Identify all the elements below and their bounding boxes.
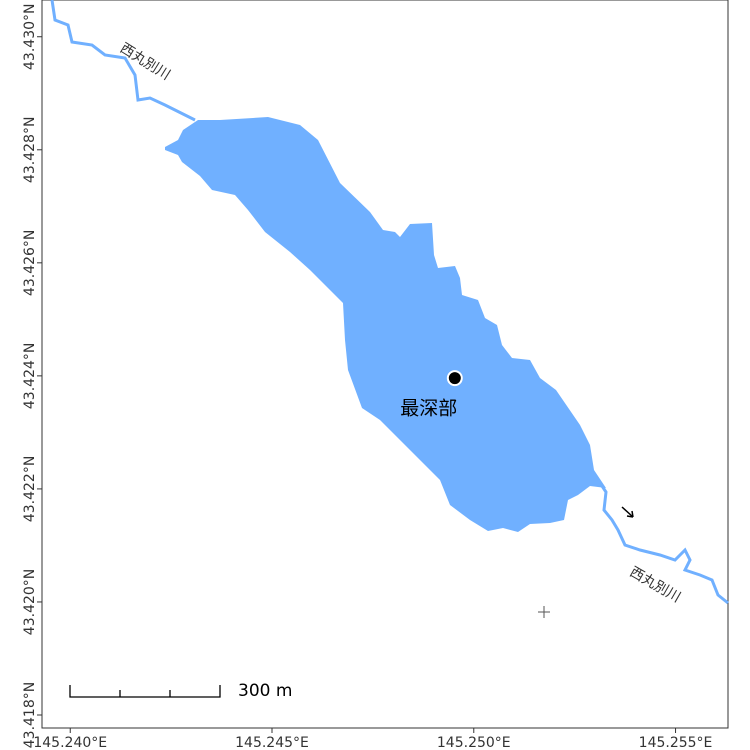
y-tick-label: 43.428°N [22, 117, 38, 183]
y-tick-label: 43.424°N [22, 343, 38, 409]
flow-arrow [621, 506, 634, 518]
deepest-point [446, 370, 463, 387]
scale-bar [69, 685, 221, 698]
lake [165, 117, 606, 532]
x-tick-label: 145.245°E [235, 735, 309, 750]
river [598, 482, 729, 605]
river [50, 0, 196, 122]
y-tick-label: 43.422°N [22, 456, 38, 522]
scale-label: 300 m [238, 681, 292, 701]
y-tick-label: 43.426°N [22, 230, 38, 296]
x-tick-label: 145.250°E [437, 735, 511, 750]
y-tick-label: 43.418°N [22, 682, 38, 748]
x-tick-label: 145.240°E [33, 735, 107, 750]
deepest-label: 最深部 [400, 398, 457, 420]
cross-marker [538, 606, 550, 618]
y-tick-label: 43.420°N [22, 569, 38, 635]
y-tick-label: 43.430°N [22, 4, 38, 70]
x-tick-label: 145.255°E [639, 735, 713, 750]
